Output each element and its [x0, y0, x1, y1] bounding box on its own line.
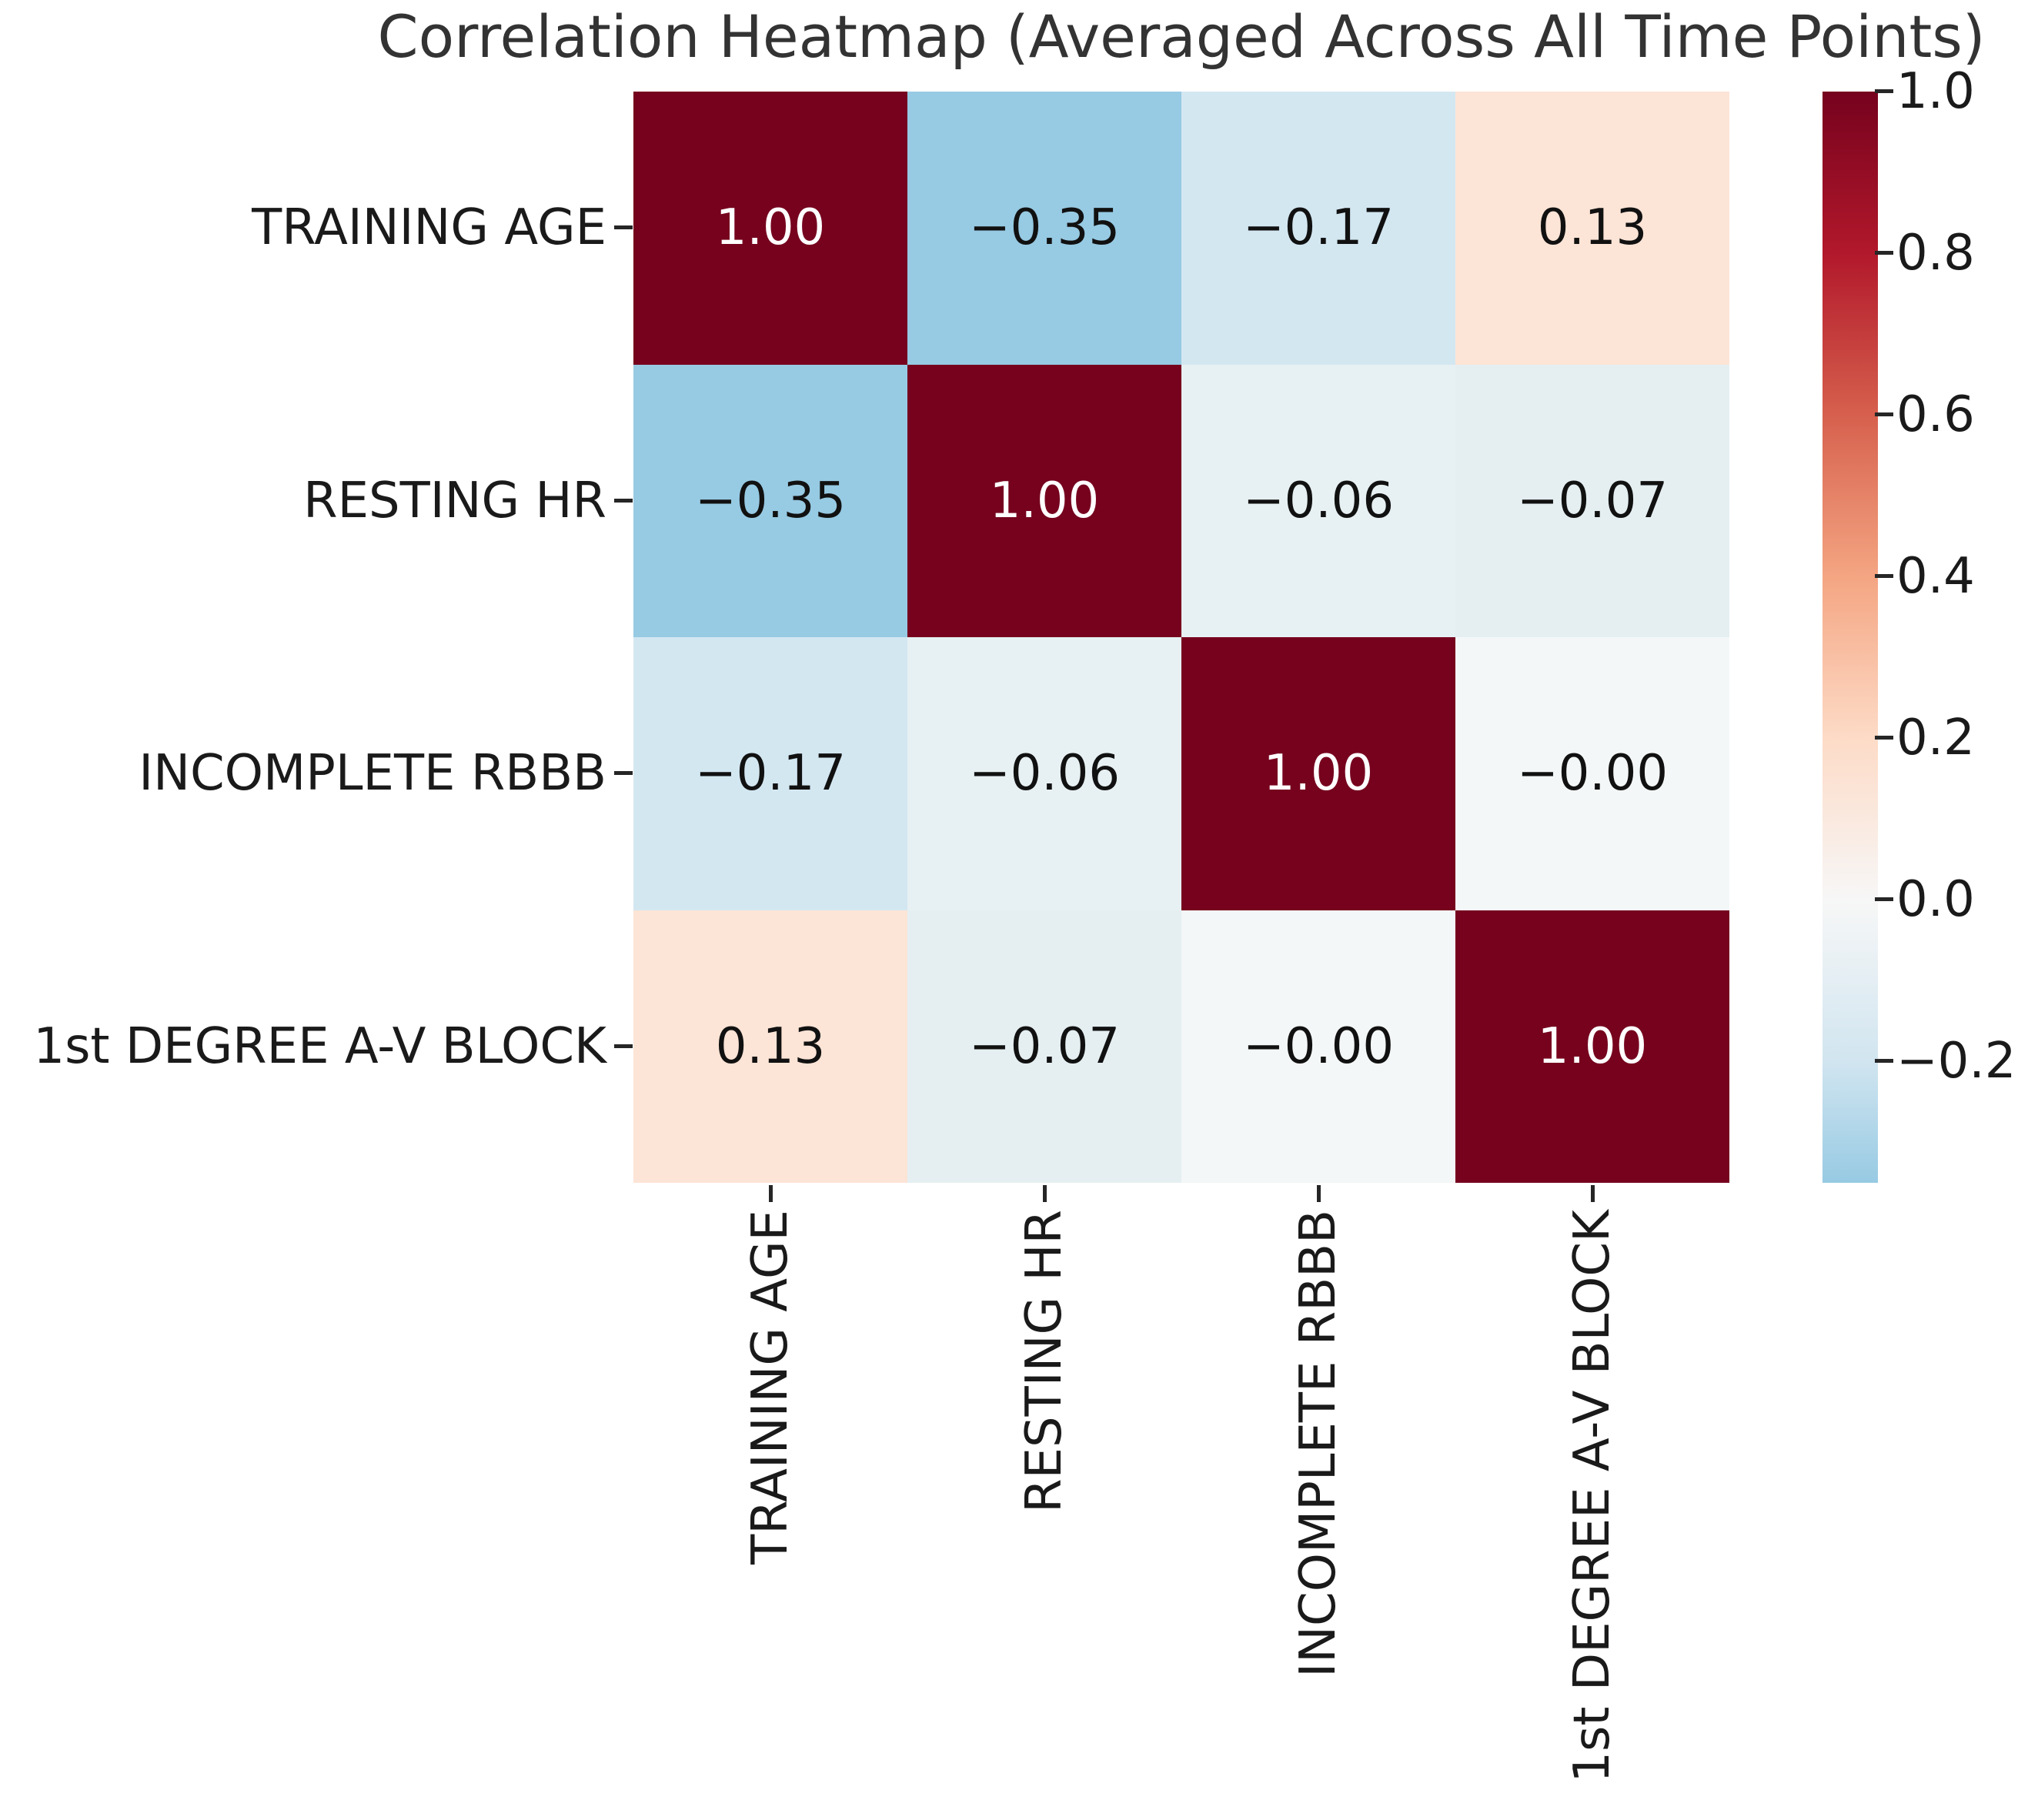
colorbar-tick-mark-2 [1875, 412, 1893, 417]
colorbar-tick-mark-1 [1875, 251, 1893, 255]
heatmap-cell-r0c1: −0.35 [907, 92, 1181, 365]
colorbar-tick-mark-6 [1875, 1059, 1893, 1064]
colorbar-tick-label-5: 0.0 [1896, 871, 1975, 929]
y-tick-mark-1 [614, 498, 633, 503]
x-tick-label-0: TRAINING AGE [742, 1210, 799, 1565]
colorbar-tick-label-3: 0.4 [1896, 548, 1975, 606]
y-tick-label-0: TRAINING AGE [252, 199, 606, 257]
heatmap-cell-r2c0: −0.17 [633, 637, 907, 910]
heatmap-cell-r0c0: 1.00 [633, 92, 907, 365]
heatmap-cell-r0c3: 0.13 [1455, 92, 1729, 365]
y-tick-mark-0 [614, 225, 633, 230]
y-tick-mark-2 [614, 771, 633, 776]
colorbar-tick-mark-3 [1875, 574, 1893, 579]
heatmap-cell-r2c2: 1.00 [1181, 637, 1455, 910]
heatmap-cell-r1c1: 1.00 [907, 364, 1181, 637]
chart-title: Correlation Heatmap (Averaged Across All… [377, 2, 1986, 71]
heatmap-cell-r3c0: 0.13 [633, 910, 907, 1183]
heatmap-cell-r2c1: −0.06 [907, 637, 1181, 910]
x-tick-mark-2 [1317, 1185, 1321, 1202]
heatmap-cell-r1c3: −0.07 [1455, 364, 1729, 637]
heatmap-cell-r2c3: −0.00 [1455, 637, 1729, 910]
x-tick-label-2: INCOMPLETE RBBB [1290, 1210, 1347, 1678]
heatmap-cell-r1c2: −0.06 [1181, 364, 1455, 637]
y-tick-label-3: 1st DEGREE A-V BLOCK [33, 1017, 606, 1075]
x-tick-mark-0 [769, 1185, 773, 1202]
y-tick-mark-3 [614, 1044, 633, 1048]
y-tick-label-2: INCOMPLETE RBBB [139, 745, 606, 803]
x-tick-mark-1 [1043, 1185, 1047, 1202]
colorbar-tick-mark-0 [1875, 89, 1893, 93]
heatmap-cell-r1c0: −0.35 [633, 364, 907, 637]
heatmap-cell-r3c2: −0.00 [1181, 910, 1455, 1183]
colorbar-tick-mark-4 [1875, 736, 1893, 740]
colorbar-tick-label-4: 0.2 [1896, 710, 1975, 767]
colorbar-gradient [1823, 92, 1878, 1183]
heatmap-cell-r3c1: −0.07 [907, 910, 1181, 1183]
colorbar-tick-label-6: −0.2 [1896, 1033, 2016, 1090]
colorbar-tick-label-1: 0.8 [1896, 225, 1975, 282]
x-tick-mark-3 [1591, 1185, 1595, 1202]
x-tick-label-1: RESTING HR [1016, 1210, 1073, 1513]
heatmap-cell-r3c3: 1.00 [1455, 910, 1729, 1183]
y-tick-label-1: RESTING HR [303, 472, 606, 529]
colorbar-tick-mark-5 [1875, 897, 1893, 902]
heatmap-grid: 1.00 −0.35 −0.17 0.13 −0.35 1.00 −0.06 −0.07 −0.… [633, 92, 1729, 1183]
colorbar-tick-label-2: 0.6 [1896, 386, 1975, 444]
heatmap-cell-r0c2: −0.17 [1181, 92, 1455, 365]
colorbar-tick-label-0: 1.0 [1896, 63, 1975, 120]
x-tick-label-3: 1st DEGREE A-V BLOCK [1564, 1210, 1621, 1783]
